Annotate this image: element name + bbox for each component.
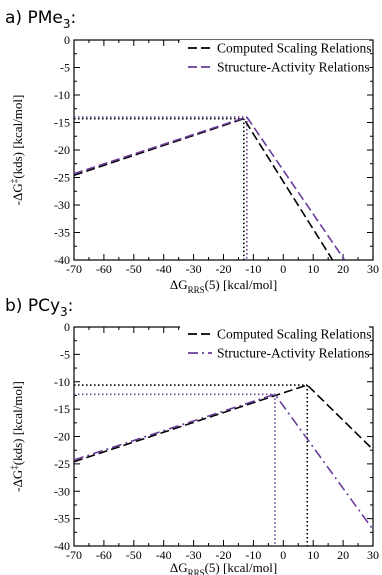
panel-label-suffix: : xyxy=(70,8,76,28)
panel-label-prefix: b) PCy xyxy=(5,296,60,316)
legend-label-1: Computed Scaling Relations xyxy=(217,41,372,56)
panel-label: b) PCy3: xyxy=(5,296,73,319)
legend: Computed Scaling Relations Structure-Acti… xyxy=(180,40,372,80)
x-tick-label: -10 xyxy=(245,262,261,276)
x-axis-label-subscript: RRS xyxy=(188,285,205,295)
x-tick-label: -40 xyxy=(156,548,172,562)
x-tick-label: -60 xyxy=(96,548,112,562)
y-tick-label: -15 xyxy=(54,116,70,130)
y-tick-label: -20 xyxy=(54,143,70,157)
x-tick-label: -10 xyxy=(245,548,261,562)
legend: Computed Scaling Relations Structure-Acti… xyxy=(180,326,372,366)
y-axis-label-superscript: ‡ xyxy=(9,465,19,470)
legend-label-1: Computed Scaling Relations xyxy=(217,327,372,342)
x-tick-label: 30 xyxy=(367,548,379,562)
x-axis-label-subscript: RRS xyxy=(188,568,205,575)
x-tick-label: 10 xyxy=(307,262,319,276)
legend-label-2: Structure-Activity Relations xyxy=(217,60,370,75)
x-tick-label: -70 xyxy=(66,548,82,562)
x-tick-label: -50 xyxy=(126,262,142,276)
y-axis-label-main: -ΔG xyxy=(10,183,25,205)
x-axis-label-main: ΔG xyxy=(170,277,188,292)
y-tick-label: -5 xyxy=(60,61,70,75)
x-tick-label: -30 xyxy=(186,262,202,276)
x-tick-label: 10 xyxy=(307,548,319,562)
chart-panel-1: a) PMe3: -70 -60 -50 -40 -30 -20 -10 0 10 20 30 0 -5 -… xyxy=(5,8,379,295)
chart-panel-2: b) PCy3: -70 -60 -50 -40 -30 -20 -10 0 10 20 30 0 -5 -… xyxy=(5,296,379,575)
y-axis-label-rest: (kds) [kcal/mol] xyxy=(10,95,25,179)
y-tick-label: -20 xyxy=(54,430,70,444)
y-tick-label: -25 xyxy=(54,457,70,471)
x-axis-label-main: ΔG xyxy=(170,560,188,575)
x-axis-label-rest: (5) [kcal/mol] xyxy=(205,560,278,575)
x-tick-label: -30 xyxy=(186,548,202,562)
x-axis-label: ΔGRRS(5) [kcal/mol] xyxy=(170,560,277,575)
series-line-1 xyxy=(74,117,334,260)
y-tick-label: -35 xyxy=(54,512,70,526)
y-tick-label: -30 xyxy=(54,484,70,498)
y-axis-label-rest: (kds) [kcal/mol] xyxy=(10,381,25,465)
series-line-2 xyxy=(74,116,346,260)
plot-area xyxy=(74,116,346,260)
x-tick-label: -20 xyxy=(216,262,232,276)
panel-label-subscript: 3 xyxy=(60,305,68,319)
panel-label-prefix: a) PMe xyxy=(5,8,63,28)
y-tick-label: -30 xyxy=(54,198,70,212)
y-tick-label: -40 xyxy=(54,253,70,267)
y-axis-label-main: -ΔG xyxy=(10,470,25,492)
x-tick-label: 20 xyxy=(337,262,349,276)
panel-label-subscript: 3 xyxy=(63,17,71,31)
panel-label: a) PMe3: xyxy=(5,8,76,31)
y-tick-label: 0 xyxy=(64,320,70,334)
x-tick-label: 20 xyxy=(337,548,349,562)
y-axis-label: -ΔG‡(kds) [kcal/mol] xyxy=(9,95,25,206)
y-tick-label: -15 xyxy=(54,402,70,416)
y-axis-label-superscript: ‡ xyxy=(9,178,19,183)
y-tick-label: -40 xyxy=(54,539,70,553)
series-line-2 xyxy=(74,393,373,531)
panel-label-suffix: : xyxy=(68,296,74,316)
y-tick-label: -10 xyxy=(54,375,70,389)
legend-background xyxy=(180,40,369,80)
x-tick-label: 30 xyxy=(367,262,379,276)
y-tick-label: 0 xyxy=(64,33,70,47)
y-tick-label: -25 xyxy=(54,171,70,185)
y-tick-label: -5 xyxy=(60,347,70,361)
y-axis-label: -ΔG‡(kds) [kcal/mol] xyxy=(9,381,25,492)
x-tick-label: 0 xyxy=(280,548,286,562)
x-axis-label-rest: (5) [kcal/mol] xyxy=(205,277,278,292)
x-tick-label: -60 xyxy=(96,262,112,276)
x-tick-label: 0 xyxy=(280,262,286,276)
y-tick-label: -10 xyxy=(54,88,70,102)
x-axis-label: ΔGRRS(5) [kcal/mol] xyxy=(170,277,277,295)
legend-background xyxy=(180,326,369,366)
x-tick-label: -40 xyxy=(156,262,172,276)
x-tick-label: -70 xyxy=(66,262,82,276)
legend-label-2: Structure-Activity Relations xyxy=(217,346,370,361)
y-tick-label: -35 xyxy=(54,226,70,240)
series-line-1 xyxy=(74,384,373,463)
x-tick-label: -20 xyxy=(216,548,232,562)
plot-area xyxy=(74,384,373,546)
x-tick-label: -50 xyxy=(126,548,142,562)
